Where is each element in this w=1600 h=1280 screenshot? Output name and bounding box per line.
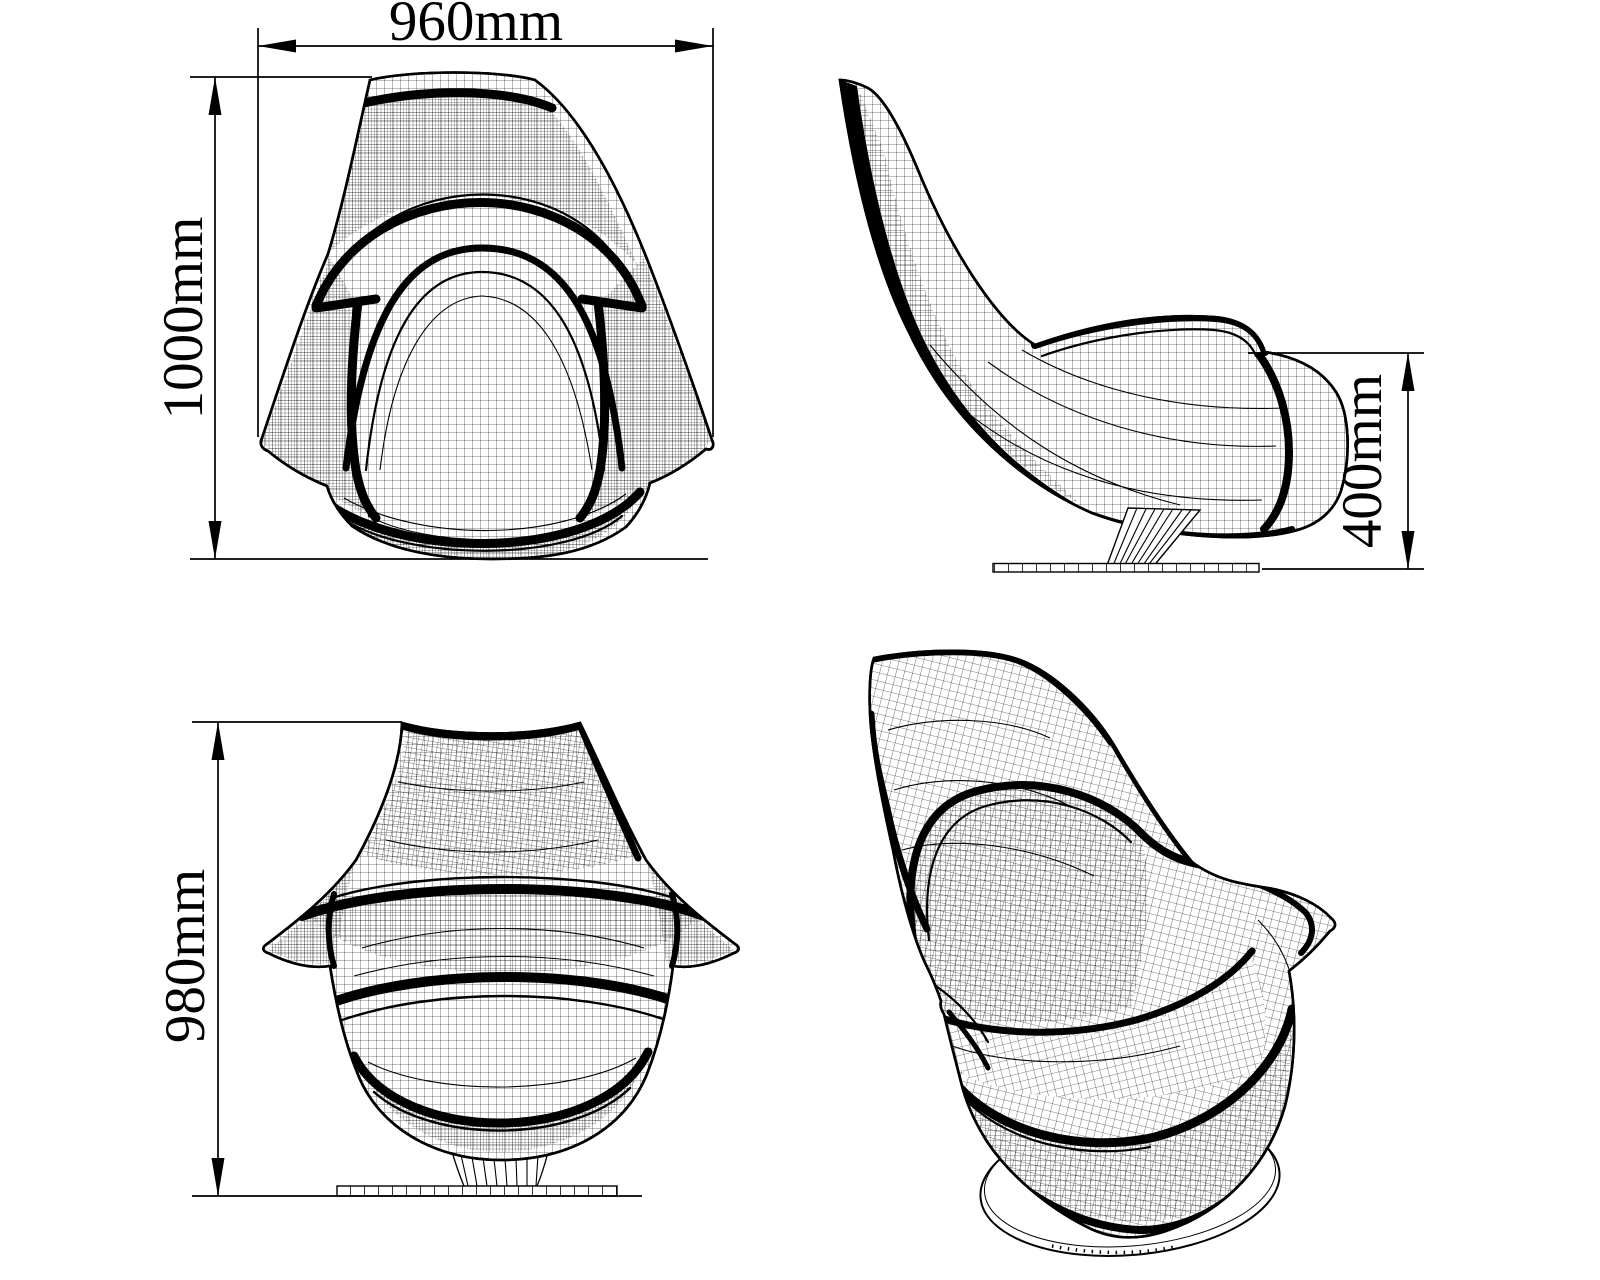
seat-boundary-seam xyxy=(922,947,1256,1036)
extension-lines xyxy=(190,76,708,560)
arrowhead-top xyxy=(1401,353,1415,391)
surface-contours xyxy=(353,781,655,1088)
arrowhead-top xyxy=(211,722,225,760)
dimension-label: 1000mm xyxy=(152,217,215,420)
belt-seams xyxy=(297,884,709,1009)
mesh-dense-topcap xyxy=(310,95,638,273)
bottom-rim-seam xyxy=(349,1047,653,1128)
dimension-label: 400mm xyxy=(1331,374,1394,548)
rear-cushion-seam xyxy=(1256,352,1294,533)
dimension-seat-height: 400mm xyxy=(1248,352,1424,570)
dimension-front-top-height: 1000mm xyxy=(152,76,708,560)
pedestal-cone-lines xyxy=(460,1154,539,1187)
base-plate xyxy=(992,562,1260,573)
mesh-dense-bottom-rim xyxy=(358,1056,646,1152)
surface-contours xyxy=(887,719,1295,1063)
mesh-dense-left-wing xyxy=(268,862,354,964)
surface-contours xyxy=(343,295,627,541)
armrest-top-echo xyxy=(1040,328,1258,358)
view-front-top xyxy=(259,71,715,561)
extension-lines xyxy=(1248,352,1424,570)
view-perspective xyxy=(868,649,1337,1257)
dimension-front-height: 980mm xyxy=(154,721,642,1197)
seat-back-dome-seam xyxy=(342,244,626,472)
mesh-dense-bottom-rim xyxy=(322,492,640,559)
extension-lines xyxy=(192,721,642,1197)
panel-seams-thick xyxy=(400,723,582,741)
backrest-mesh xyxy=(362,728,640,875)
seam-echo-lines xyxy=(926,799,1152,1153)
extension-lines xyxy=(257,28,714,437)
panel-seams-thick xyxy=(311,88,647,548)
mesh-dense-right-wing xyxy=(584,258,712,518)
arrowhead-left xyxy=(258,39,296,53)
back-cushion-seam xyxy=(906,781,1206,944)
dimension-top-width: 960mm xyxy=(257,0,714,437)
back-cushion-mesh xyxy=(913,787,1148,1023)
arrowhead-bottom xyxy=(208,521,222,559)
arrowhead-bottom xyxy=(211,1158,225,1196)
left-arm-seam xyxy=(946,1009,991,1071)
seat-cushion-mesh xyxy=(936,956,1266,1100)
cushion-lens-mesh xyxy=(308,888,700,973)
bowl-mesh xyxy=(966,1013,1292,1222)
pedestal-leg xyxy=(992,507,1260,573)
view-side xyxy=(838,78,1349,573)
seat-front-band xyxy=(954,1004,1297,1148)
dimension-label: 960mm xyxy=(389,0,563,53)
leg-hatch-lines xyxy=(1111,507,1192,569)
arrowhead-bottom xyxy=(1401,531,1415,569)
dimension-label: 980mm xyxy=(154,869,217,1043)
base-plate xyxy=(336,1185,618,1197)
surface-contours xyxy=(929,344,1285,506)
seam-echo-lines xyxy=(324,193,636,552)
view-front xyxy=(262,721,740,1197)
arrowhead-right xyxy=(675,39,713,53)
wing-curl-seams xyxy=(325,891,681,969)
seam-echo-lines xyxy=(330,875,676,1132)
arrowhead-top xyxy=(208,77,222,115)
